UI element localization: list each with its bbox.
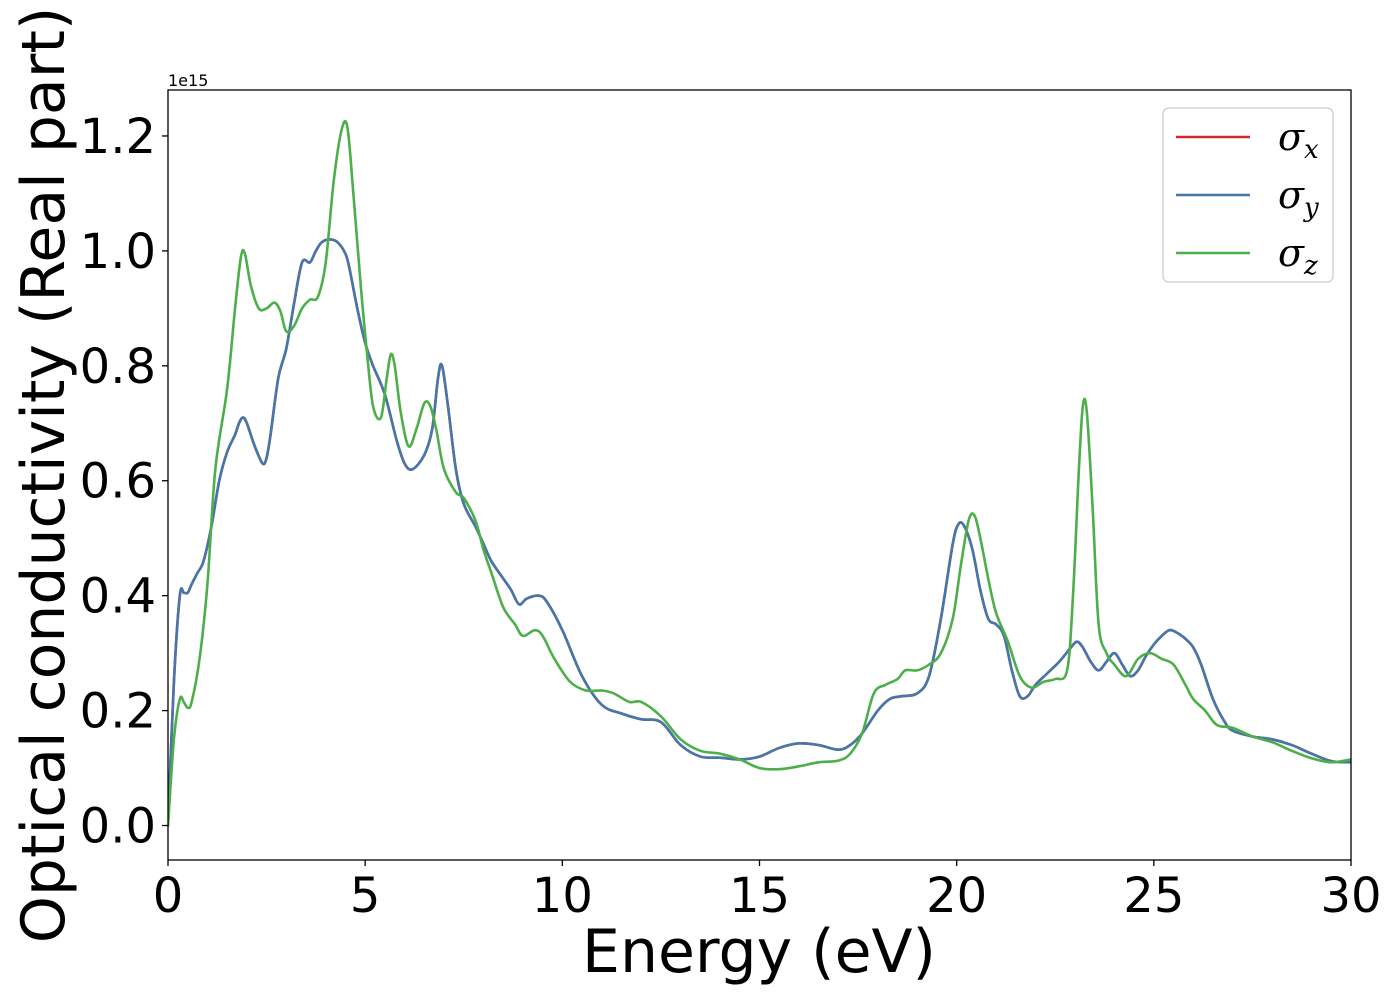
x-tick-label: 15 [729,868,790,924]
legend-label-z: σz [1278,231,1318,281]
y-offset-label: 1e15 [168,71,208,90]
x-tick-label: 5 [350,868,381,924]
y-axis-title: Optical conductivity (Real part) [9,7,79,944]
y-tick-label: 0.8 [80,339,156,395]
x-tick-label: 10 [532,868,593,924]
x-tick-label: 20 [926,868,987,924]
y-tick-label: 0.4 [80,569,156,625]
y-tick-label: 0.0 [80,799,156,855]
y-tick-label: 0.6 [80,454,156,510]
y-tick-label: 1.2 [80,109,156,165]
series-line-x [168,238,1351,827]
series-line-z [168,119,1351,827]
x-tick-label: 0 [153,868,184,924]
y-tick-label: 0.2 [80,684,156,740]
legend: σx σy σz [1162,107,1334,283]
y-axis: 0.0 0.2 0.4 0.6 0.8 1.0 1.2 [80,109,168,855]
x-axis: 0 5 10 15 20 25 30 [153,860,1382,924]
series-line-y [168,238,1351,827]
series-layer [168,119,1351,827]
x-axis-title: Energy (eV) [582,917,936,987]
x-tick-label: 30 [1320,868,1381,924]
legend-label-x: σx [1278,115,1319,165]
x-tick-label: 25 [1123,868,1184,924]
y-tick-label: 1.0 [80,224,156,280]
legend-label-y: σy [1278,173,1319,223]
